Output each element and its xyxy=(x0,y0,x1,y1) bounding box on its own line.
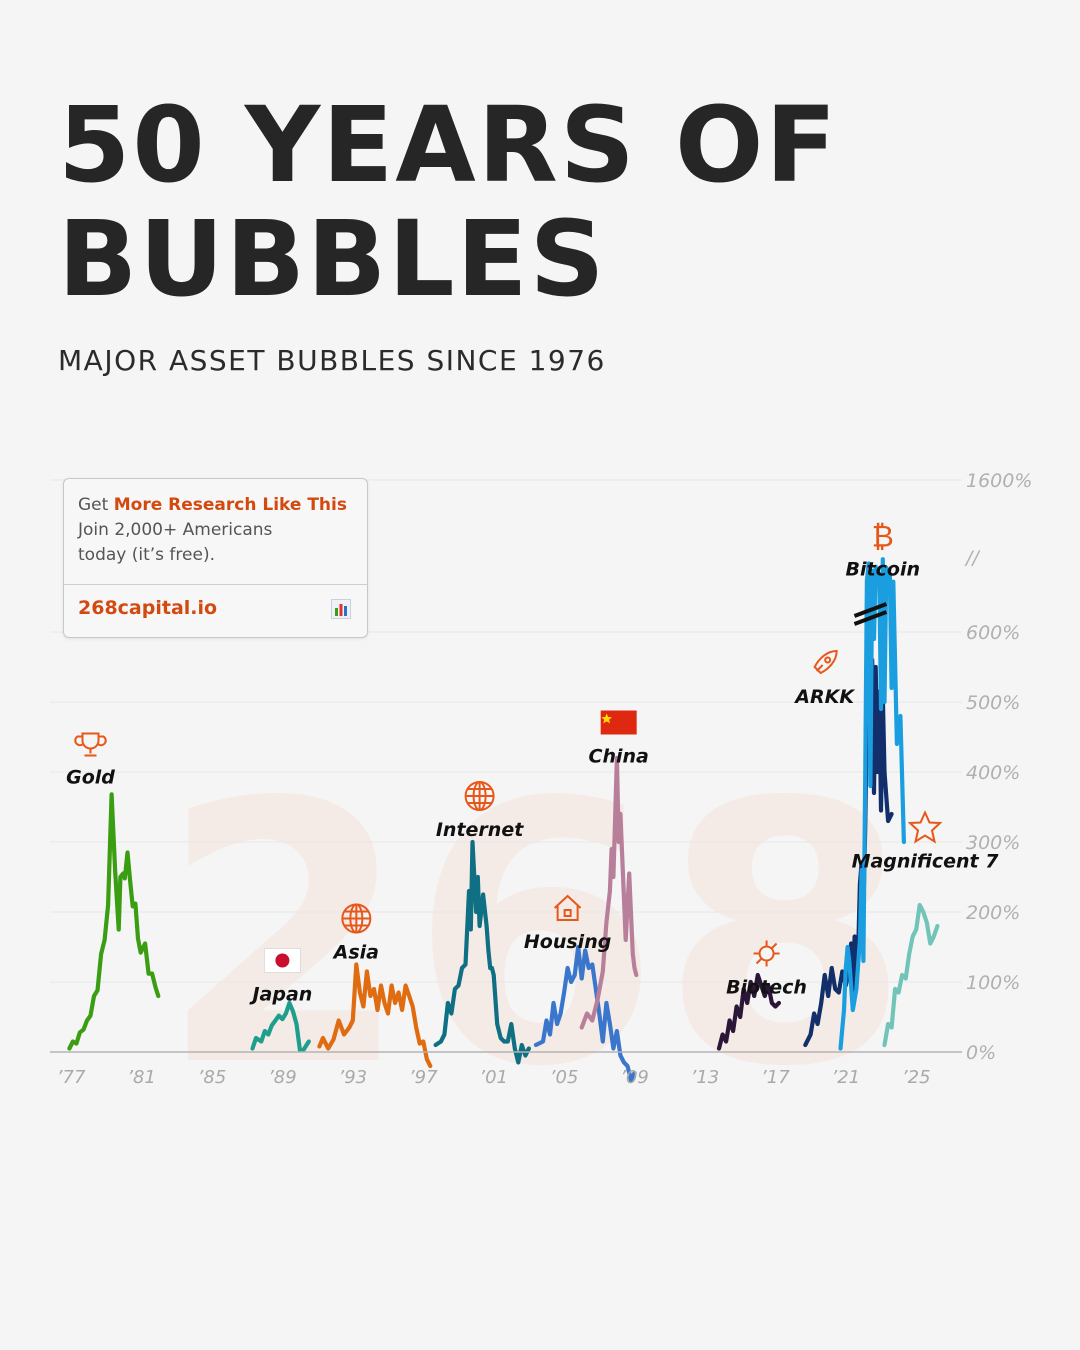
x-tick-label: ’81 xyxy=(127,1067,156,1088)
gridlines xyxy=(50,479,962,983)
page-title: 50 YEARS OF BUBBLES xyxy=(58,88,838,316)
series-label-japan: Japan xyxy=(248,984,312,1006)
x-tick-label: ’01 xyxy=(479,1067,508,1088)
series-label-gold: Gold xyxy=(66,767,115,789)
x-tick-label: ’09 xyxy=(620,1067,649,1088)
series-labels: Gold Japan Asia Internet Housing China Biotech… xyxy=(66,520,999,1006)
y-tick-label: 100% xyxy=(966,972,1020,994)
x-tick-label: ’05 xyxy=(550,1067,579,1088)
rocket-icon xyxy=(813,649,838,675)
x-tick-label: ’77 xyxy=(57,1067,86,1088)
y-tick-label: 200% xyxy=(966,902,1020,924)
house-icon xyxy=(553,894,582,921)
star-icon xyxy=(907,810,943,844)
x-tick-label: ’93 xyxy=(339,1067,368,1088)
callout-highlight: More Research Like This xyxy=(113,495,347,515)
break-slash xyxy=(853,610,888,626)
x-tick-label: ’21 xyxy=(831,1067,860,1088)
x-tick-label: ’13 xyxy=(691,1067,720,1088)
watermark: 268 xyxy=(159,726,910,1120)
series-label-housing: Housing xyxy=(524,931,611,953)
series-line-housing xyxy=(533,944,637,1083)
research-callout: Get More Research Like This Join 2,000+ … xyxy=(63,478,368,638)
callout-divider xyxy=(64,584,367,585)
x-tick-label: ’17 xyxy=(761,1067,790,1088)
y-tick-label: 600% xyxy=(966,622,1020,644)
series-line-internet xyxy=(433,839,532,1065)
globe-icon-internet xyxy=(464,781,495,811)
series-label-asia: Asia xyxy=(332,942,379,964)
y-tick-label: 300% xyxy=(966,832,1020,854)
series-line-magnificent-7 xyxy=(882,902,940,1048)
x-tick-label: ’25 xyxy=(902,1067,931,1088)
bubble-chart: 268 0% 100% 200% 300% 400% 500% 600% 1600% // ’77… xyxy=(50,470,1032,1120)
bar-chart-icon xyxy=(331,599,351,619)
series-label-arkk: ARKK xyxy=(793,686,855,708)
globe-icon-asia xyxy=(341,903,372,934)
japan-flag-icon xyxy=(263,948,301,973)
series-line-gold xyxy=(67,792,161,1051)
callout-line-2: Join 2,000+ Americans xyxy=(78,520,273,540)
y-tick-label: 1600% xyxy=(966,470,1032,492)
x-tick-label: ’85 xyxy=(198,1067,227,1088)
title-line-1: 50 YEARS OF xyxy=(58,84,839,206)
y-tick-label: 400% xyxy=(966,762,1020,784)
callout-text: Get More Research Like This Join 2,000+ … xyxy=(64,479,367,583)
y-tick-label: 0% xyxy=(966,1042,996,1064)
series-line-biotech xyxy=(716,972,782,1051)
series-line-china xyxy=(579,755,639,1030)
series-line-bitcoin xyxy=(838,557,907,1051)
series-label-internet: Internet xyxy=(436,819,524,841)
china-flag-icon xyxy=(600,710,637,735)
series-lines xyxy=(67,557,940,1083)
series-line-japan xyxy=(250,1000,311,1053)
series-label-magnificent-7: Magnificent 7 xyxy=(852,851,1000,873)
series-label-biotech: Biotech xyxy=(726,977,807,999)
axis-break-label: // xyxy=(964,547,981,569)
page-subtitle: MAJOR ASSET BUBBLES SINCE 1976 xyxy=(58,344,606,377)
break-slash xyxy=(853,602,888,618)
bitcoin-icon: ₿ xyxy=(872,520,894,555)
series-line-asia xyxy=(317,962,433,1069)
series-label-bitcoin: Bitcoin xyxy=(846,559,920,581)
trophy-icon xyxy=(74,732,107,757)
svg-text:₿: ₿ xyxy=(872,520,894,555)
series-label-china: China xyxy=(589,746,649,768)
y-tick-label: 500% xyxy=(966,692,1020,714)
virus-icon xyxy=(753,940,780,967)
title-line-2: BUBBLES xyxy=(58,198,607,320)
website-link[interactable]: 268capital.io xyxy=(78,597,218,619)
callout-get: Get xyxy=(78,495,109,515)
x-tick-label: ’97 xyxy=(409,1067,438,1088)
x-tick-label: ’89 xyxy=(268,1067,297,1088)
axes: 0% 100% 200% 300% 400% 500% 600% 1600% // ’77 ’81 ’… xyxy=(50,470,1032,1088)
callout-line-3: today (it’s free). xyxy=(78,545,215,565)
